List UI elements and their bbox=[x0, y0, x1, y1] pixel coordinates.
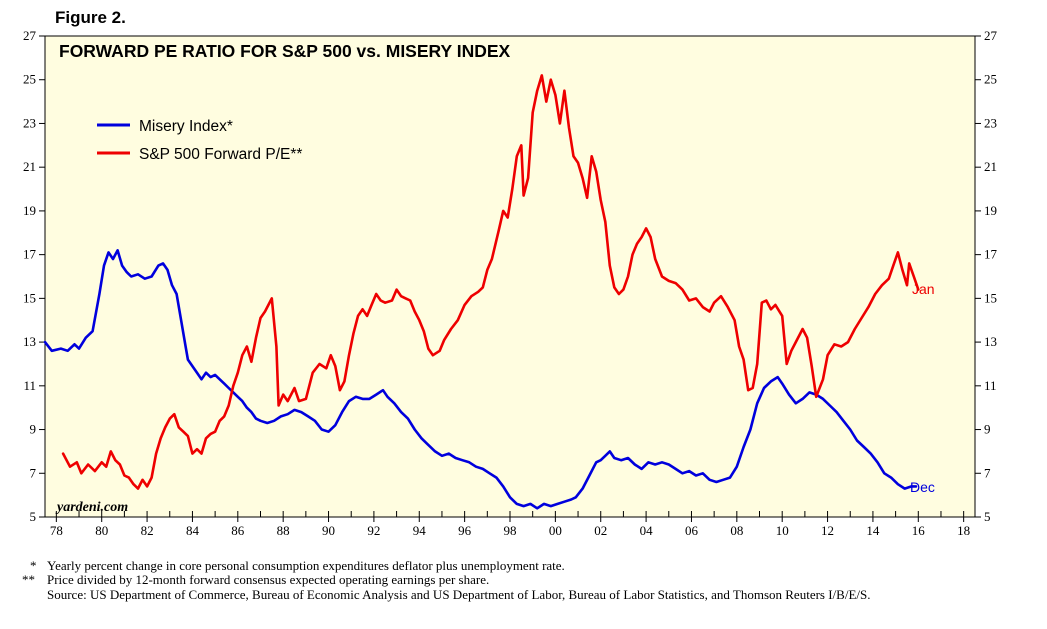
brand-watermark: yardeni.com bbox=[55, 500, 128, 515]
y-tick-label-left: 7 bbox=[30, 465, 37, 480]
legend-label-forward-pe: S&P 500 Forward P/E** bbox=[139, 146, 302, 163]
x-tick-label: 00 bbox=[549, 523, 562, 538]
legend-label-misery-index: Misery Index* bbox=[139, 118, 233, 135]
y-tick-label-left: 9 bbox=[30, 422, 37, 437]
x-tick-label: 16 bbox=[912, 523, 926, 538]
footnote-2-mark: ** bbox=[22, 572, 35, 587]
y-tick-label-left: 5 bbox=[30, 509, 37, 524]
source-note: Source: US Department of Commerce, Burea… bbox=[47, 587, 870, 602]
x-tick-label: 96 bbox=[458, 523, 472, 538]
y-tick-label-left: 15 bbox=[23, 290, 36, 305]
x-tick-label: 08 bbox=[730, 523, 743, 538]
y-tick-label-left: 11 bbox=[23, 378, 36, 393]
series-lines bbox=[43, 74, 920, 510]
x-tick-label: 88 bbox=[277, 523, 290, 538]
y-tick-label-left: 19 bbox=[23, 203, 36, 218]
end-label-jan: Jan bbox=[912, 281, 935, 297]
x-tick-label: 14 bbox=[866, 523, 880, 538]
y-tick-label-right: 17 bbox=[984, 247, 998, 262]
y-tick-label-left: 25 bbox=[23, 72, 36, 87]
y-tick-label-right: 27 bbox=[984, 28, 998, 43]
x-tick-label: 18 bbox=[957, 523, 970, 538]
footnote-1-mark: * bbox=[30, 558, 37, 573]
y-tick-label-right: 13 bbox=[984, 334, 997, 349]
x-tick-label: 92 bbox=[367, 523, 380, 538]
x-tick-label: 94 bbox=[413, 523, 427, 538]
chart-title: FORWARD PE RATIO FOR S&P 500 vs. MISERY … bbox=[59, 41, 511, 61]
series-line-misery-index bbox=[43, 249, 918, 510]
y-tick-label-right: 7 bbox=[984, 465, 991, 480]
y-tick-label-right: 9 bbox=[984, 422, 991, 437]
x-tick-label: 86 bbox=[231, 523, 245, 538]
y-tick-label-left: 27 bbox=[23, 28, 37, 43]
x-tick-label: 82 bbox=[141, 523, 154, 538]
x-tick-label: 98 bbox=[504, 523, 517, 538]
x-tick-label: 06 bbox=[685, 523, 699, 538]
axes: 5 5 7 7 9 9 11 11 13 13 15 15 17 17 19 19 21 21 23 23 25 25 27… bbox=[23, 28, 998, 538]
y-tick-label-left: 13 bbox=[23, 334, 36, 349]
y-tick-label-right: 11 bbox=[984, 378, 997, 393]
x-tick-label: 02 bbox=[594, 523, 607, 538]
plot-area bbox=[44, 35, 976, 518]
y-tick-label-right: 15 bbox=[984, 290, 997, 305]
footnote-1: Yearly percent change in core personal c… bbox=[47, 558, 565, 573]
y-tick-label-right: 25 bbox=[984, 72, 997, 87]
y-tick-label-left: 17 bbox=[23, 247, 37, 262]
y-tick-label-right: 23 bbox=[984, 115, 997, 130]
x-tick-label: 12 bbox=[821, 523, 834, 538]
x-tick-label: 84 bbox=[186, 523, 200, 538]
footnote-2: Price divided by 12-month forward consen… bbox=[47, 572, 489, 587]
y-tick-label-left: 21 bbox=[23, 159, 36, 174]
x-tick-label: 80 bbox=[95, 523, 108, 538]
y-tick-label-left: 23 bbox=[23, 115, 36, 130]
series-line-forward-pe bbox=[61, 74, 920, 490]
y-tick-label-right: 19 bbox=[984, 203, 997, 218]
x-tick-label: 78 bbox=[50, 523, 63, 538]
y-tick-label-right: 5 bbox=[984, 509, 991, 524]
end-label-dec: Dec bbox=[910, 479, 935, 495]
figure-label: Figure 2. bbox=[55, 8, 126, 27]
x-tick-label: 04 bbox=[640, 523, 654, 538]
y-tick-label-right: 21 bbox=[984, 159, 997, 174]
x-tick-label: 10 bbox=[776, 523, 789, 538]
legend: Misery Index* S&P 500 Forward P/E** bbox=[97, 118, 302, 163]
x-tick-label: 90 bbox=[322, 523, 335, 538]
